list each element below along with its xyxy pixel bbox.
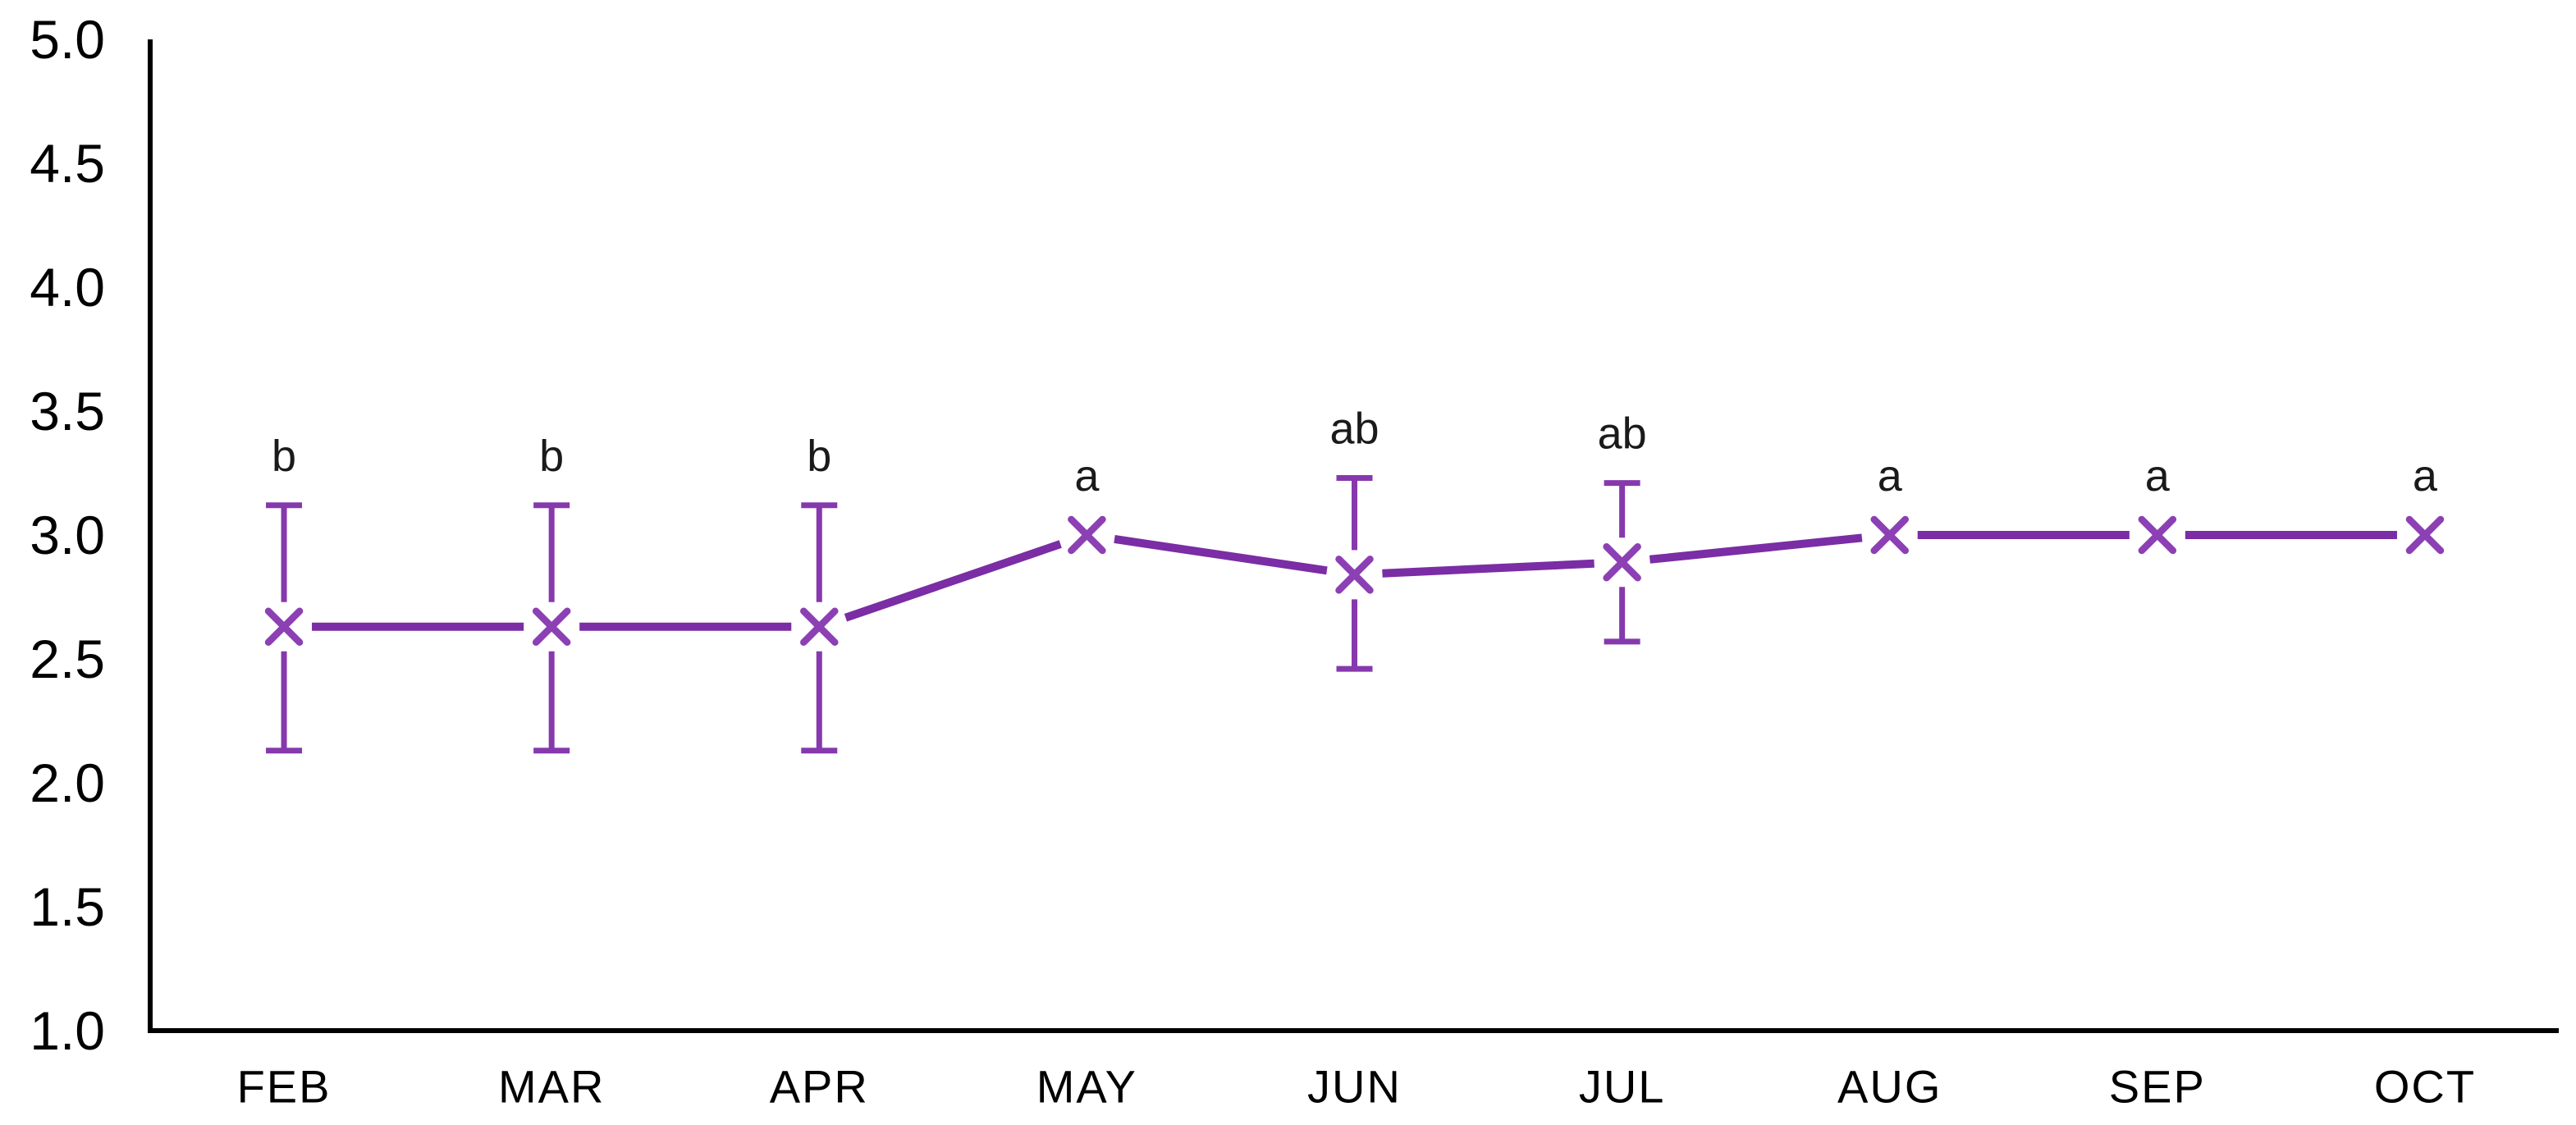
y-axis-tick-label: 5.0 xyxy=(30,9,105,70)
x-axis-month-label: FEB xyxy=(237,1061,332,1113)
x-axis-month-label: OCT xyxy=(2374,1061,2476,1113)
marker-stroke xyxy=(1603,542,1641,582)
significance-letter: a xyxy=(1074,451,1100,501)
data-point-marker-x xyxy=(2138,515,2177,555)
marker-stroke xyxy=(2405,515,2445,555)
y-axis-tick-label: 1.5 xyxy=(30,876,105,937)
x-axis-month-label: JUN xyxy=(1307,1061,1402,1113)
significance-letter: a xyxy=(2413,451,2438,501)
series-line-segment xyxy=(1649,533,1863,564)
marker-stroke xyxy=(1870,515,1909,555)
series-line-segment xyxy=(844,540,1062,622)
y-axis-tick-label: 1.0 xyxy=(30,1000,105,1061)
axis-lines xyxy=(148,39,2559,1033)
significance-letter: b xyxy=(272,432,296,481)
significance-letter: b xyxy=(539,432,564,481)
series-line-segment xyxy=(1382,559,1595,578)
y-axis-tick-label: 4.0 xyxy=(30,257,105,318)
x-axis-month-label: APR xyxy=(770,1061,869,1113)
marker-stroke xyxy=(800,607,839,646)
data-point-marker-x xyxy=(532,607,571,646)
marker-stroke xyxy=(2138,515,2177,555)
y-axis-tick-label: 4.5 xyxy=(30,133,105,194)
significance-letter: b xyxy=(807,432,831,481)
significance-letter: a xyxy=(2145,451,2171,501)
x-axis-month-label: JUL xyxy=(1579,1061,1666,1113)
marker-stroke xyxy=(532,607,571,646)
data-point-marker-x xyxy=(2405,515,2445,555)
data-point-marker-x xyxy=(264,607,304,646)
data-point-marker-x xyxy=(1603,542,1641,582)
marker-stroke xyxy=(1068,515,1106,555)
significance-letter: a xyxy=(1878,451,1903,501)
data-point-marker-x xyxy=(800,607,839,646)
data-point-marker-x xyxy=(1335,556,1374,594)
y-axis-tick-label: 3.0 xyxy=(30,505,105,565)
x-axis-month-label: AUG xyxy=(1837,1061,1942,1113)
y-axis-tick-label: 3.5 xyxy=(30,381,105,441)
marker-stroke xyxy=(1335,556,1374,594)
series-line-segment xyxy=(1114,535,1328,575)
y-axis-tick-label: 2.5 xyxy=(30,629,105,689)
y-axis-tick-label: 2.0 xyxy=(30,752,105,813)
significance-letter: ab xyxy=(1329,405,1379,454)
significance-letter: ab xyxy=(1598,409,1647,459)
x-axis-month-label: MAY xyxy=(1036,1061,1137,1113)
x-axis-month-label: MAR xyxy=(498,1061,605,1113)
data-point-marker-x xyxy=(1068,515,1106,555)
data-point-marker-x xyxy=(1870,515,1909,555)
marker-stroke xyxy=(264,607,304,646)
x-axis-month-label: SEP xyxy=(2109,1061,2206,1113)
